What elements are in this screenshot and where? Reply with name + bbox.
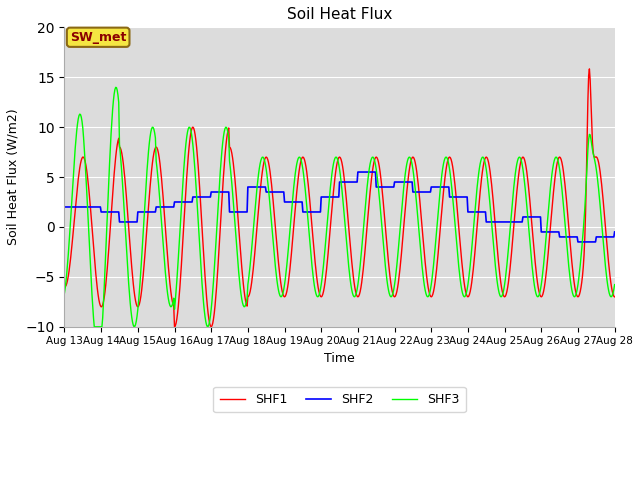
SHF3 [333, 155, 340, 160]
SHF1 [61, 284, 68, 290]
Text: SW_met: SW_met [70, 31, 126, 44]
SHF1 [440, 189, 447, 195]
Line: SHF3: SHF3 [65, 87, 614, 327]
Y-axis label: Soil Heat Flux (W/m2): Soil Heat Flux (W/m2) [7, 108, 20, 245]
SHF2 [574, 239, 582, 245]
SHF3 [386, 293, 394, 299]
SHF3 [112, 84, 120, 90]
SHF1 [182, 186, 190, 192]
SHF3 [562, 229, 570, 235]
Legend: SHF1, SHF2, SHF3: SHF1, SHF2, SHF3 [214, 387, 466, 412]
Line: SHF2: SHF2 [65, 172, 614, 242]
SHF1 [171, 324, 179, 330]
SHF3 [183, 134, 191, 140]
SHF1 [611, 294, 618, 300]
SHF2 [611, 229, 618, 235]
SHF2 [385, 184, 393, 190]
SHF2 [331, 194, 339, 200]
SHF1 [561, 181, 569, 187]
SHF1 [586, 66, 593, 72]
SHF3 [611, 282, 618, 288]
SHF1 [385, 266, 393, 272]
SHF2 [181, 199, 189, 205]
SHF3 [440, 157, 448, 163]
SHF2 [61, 204, 68, 210]
SHF2 [205, 194, 212, 200]
Line: SHF1: SHF1 [65, 69, 614, 327]
SHF3 [90, 324, 98, 330]
SHF2 [354, 169, 362, 175]
X-axis label: Time: Time [324, 352, 355, 365]
SHF3 [207, 313, 214, 319]
Title: Soil Heat Flux: Soil Heat Flux [287, 7, 392, 22]
SHF2 [440, 184, 447, 190]
SHF1 [332, 168, 340, 174]
SHF1 [206, 321, 214, 326]
SHF2 [561, 234, 569, 240]
SHF3 [61, 290, 68, 296]
